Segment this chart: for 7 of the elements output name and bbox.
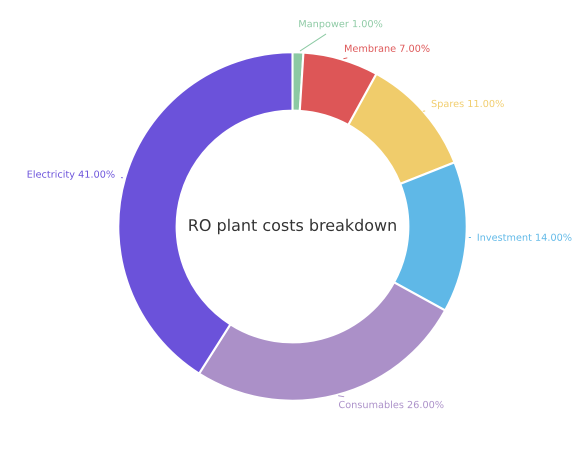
slice-label: Consumables 26.00% [338, 400, 444, 408]
slice-label: Investment 14.00% [478, 234, 572, 241]
slice-label: Spares 11.00% [432, 100, 504, 110]
text: RO plant costs breakdown [189, 218, 396, 234]
slice-label: Manpower 1.00% [299, 20, 382, 30]
slice-label: Membrane 7.00% [344, 44, 430, 52]
slice-label: Electricity 41.00% [28, 170, 115, 180]
